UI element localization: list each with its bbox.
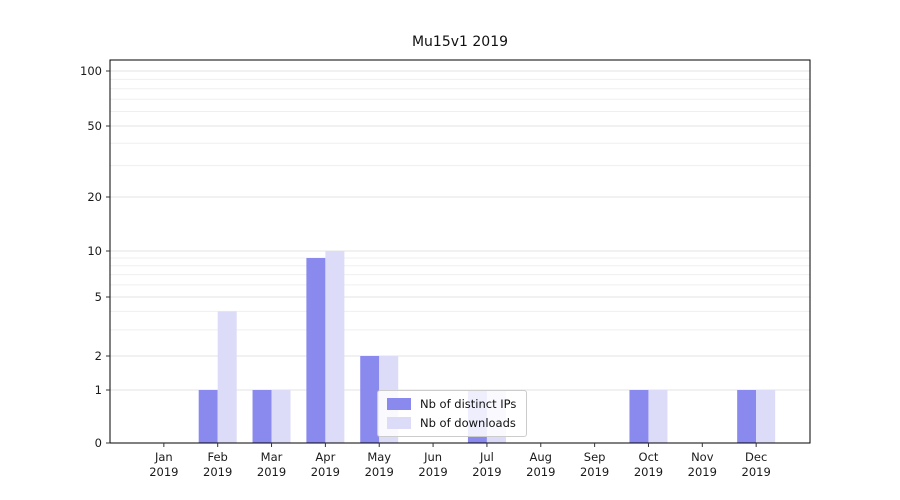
bar-nb-of-downloads-dec [756, 390, 776, 443]
y-tick-label: 1 [95, 383, 102, 397]
bar-nb-of-downloads-apr [325, 251, 345, 443]
x-tick-label-year: 2019 [580, 465, 609, 479]
bar-nb-of-distinct-ips-mar [252, 390, 272, 443]
x-tick-label-month: Jun [423, 450, 442, 464]
x-tick-label-month: Sep [584, 450, 606, 464]
x-tick-label-month: Oct [639, 450, 659, 464]
y-tick-label: 2 [95, 349, 102, 363]
y-tick-label: 20 [87, 190, 102, 204]
legend-swatch [387, 398, 411, 410]
y-tick-label: 0 [95, 436, 102, 450]
x-tick-label-year: 2019 [149, 465, 178, 479]
x-tick-label-month: May [367, 450, 391, 464]
bar-nb-of-distinct-ips-apr [306, 257, 326, 443]
x-tick-label-year: 2019 [365, 465, 394, 479]
x-tick-label-year: 2019 [742, 465, 771, 479]
legend-label: Nb of distinct IPs [420, 397, 517, 411]
legend-label: Nb of downloads [420, 416, 516, 430]
x-tick-label-month: Mar [261, 450, 283, 464]
x-tick-label-year: 2019 [472, 465, 501, 479]
legend-swatch [387, 417, 411, 429]
x-tick-label-month: Dec [745, 450, 767, 464]
x-tick-label-year: 2019 [526, 465, 555, 479]
x-tick-label-month: Nov [691, 450, 714, 464]
x-tick-label-year: 2019 [634, 465, 663, 479]
x-tick-label-month: Feb [208, 450, 228, 464]
bar-nb-of-downloads-oct [648, 390, 668, 443]
bar-nb-of-downloads-feb [217, 311, 237, 443]
x-tick-label-year: 2019 [203, 465, 232, 479]
bar-nb-of-distinct-ips-oct [629, 390, 649, 443]
x-tick-label-month: Aug [530, 450, 552, 464]
x-tick-label-month: Jul [479, 450, 494, 464]
bar-nb-of-downloads-mar [271, 390, 291, 443]
legend-item-nb-of-downloads: Nb of downloads [387, 416, 516, 430]
bar-nb-of-distinct-ips-dec [737, 390, 757, 443]
x-tick-label-year: 2019 [311, 465, 340, 479]
x-tick-label-month: Apr [315, 450, 335, 464]
bar-nb-of-distinct-ips-may [360, 356, 380, 443]
bar-nb-of-distinct-ips-feb [198, 390, 218, 443]
x-tick-label-month: Jan [154, 450, 173, 464]
y-tick-label: 50 [87, 119, 102, 133]
x-tick-label-year: 2019 [688, 465, 717, 479]
legend-item-nb-of-distinct-ips: Nb of distinct IPs [387, 397, 516, 411]
y-tick-label: 100 [80, 64, 102, 78]
x-tick-label-year: 2019 [418, 465, 447, 479]
x-tick-label-year: 2019 [257, 465, 286, 479]
y-tick-label: 10 [87, 244, 102, 258]
legend: Nb of distinct IPs Nb of downloads [377, 390, 528, 437]
y-tick-label: 5 [95, 290, 102, 304]
chart-title: Mu15v1 2019 [411, 34, 509, 50]
